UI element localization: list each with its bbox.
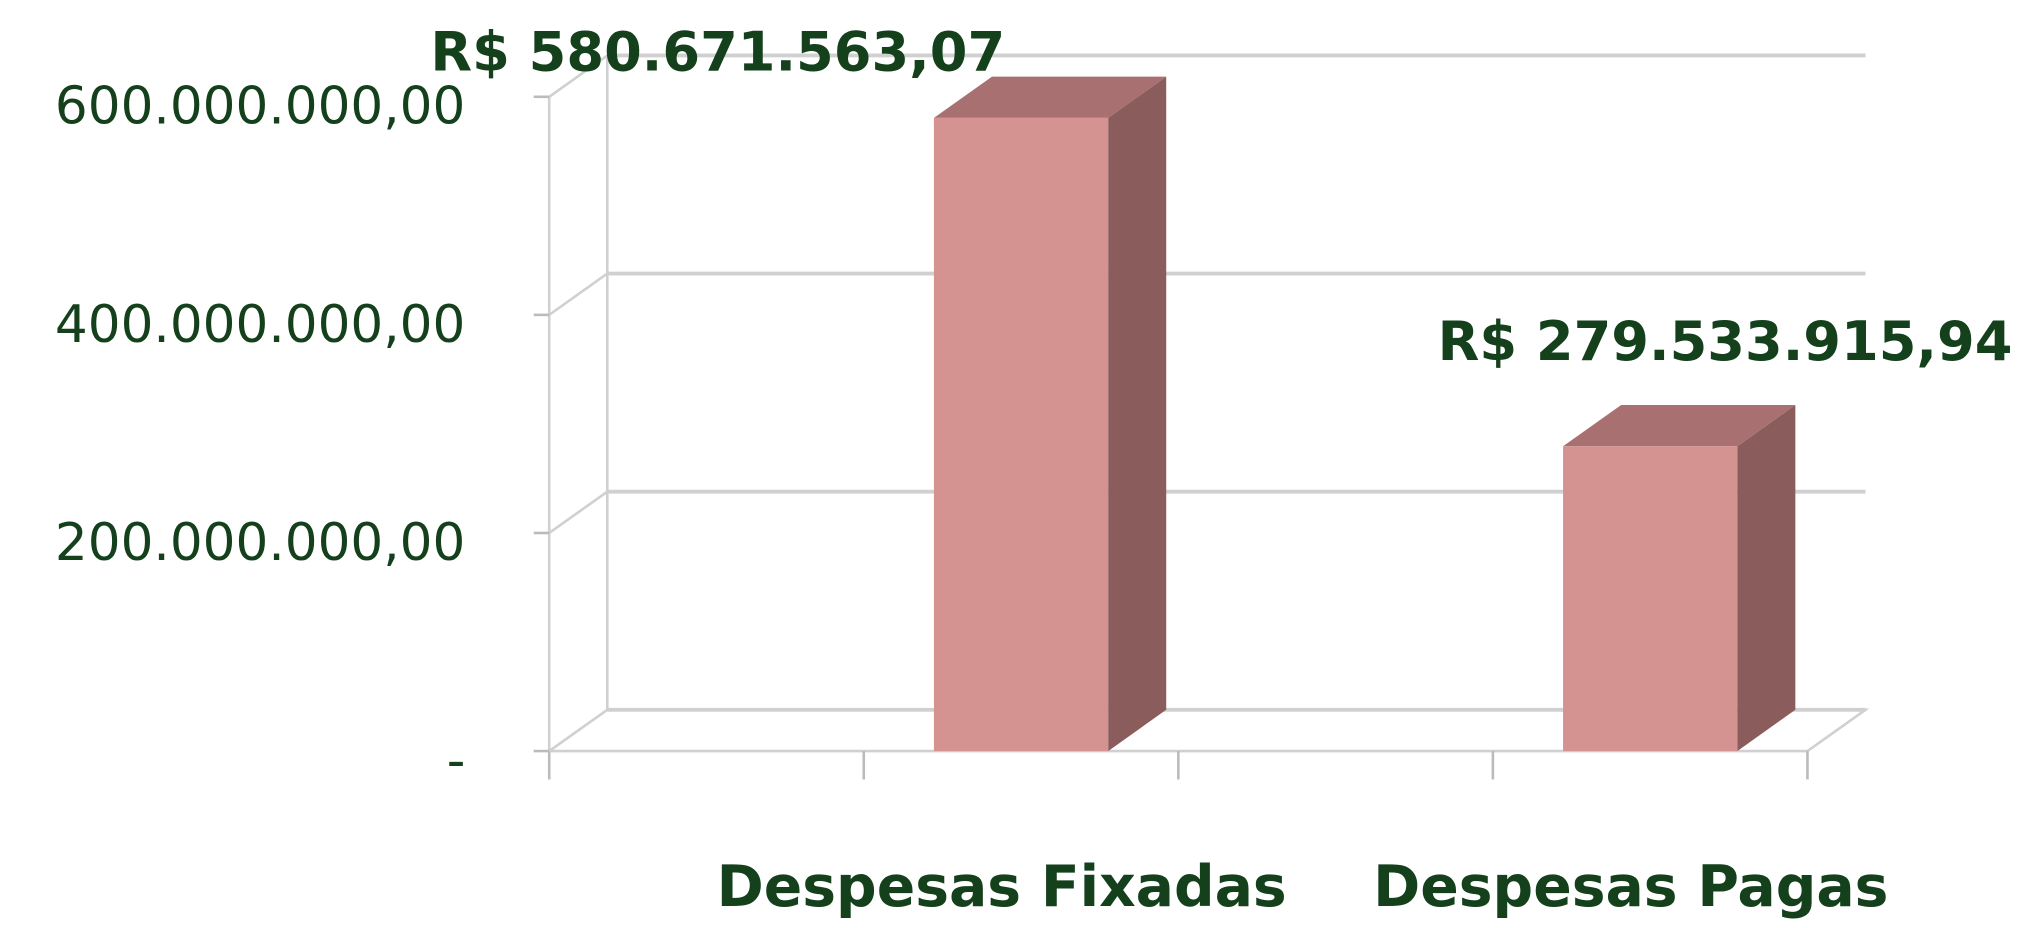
bar-front [1563,446,1738,752]
y-tick-label: - [447,731,466,791]
x-tick-label: Despesas Fixadas [717,854,1287,920]
grid-line [548,54,609,98]
y-tick-label: 200.000.000,00 [55,513,465,573]
value-label: R$ 580.671.563,07 [430,21,1005,84]
bar-top [933,76,1167,118]
x-tick-label: Despesas Pagas [1373,854,1888,920]
bar-side [1108,76,1167,752]
bar [933,76,1167,752]
bar-top [1563,404,1796,447]
bar-side [1737,404,1796,752]
bar [1563,404,1796,752]
y-tick-label: 600.000.000,00 [55,77,465,137]
y-tick-label: 400.000.000,00 [55,295,465,355]
value-label: R$ 279.533.915,94 [1438,310,2013,373]
grid-line [548,708,609,753]
grid-line [548,272,609,316]
grid-line [548,490,609,535]
bar-front [933,117,1109,752]
